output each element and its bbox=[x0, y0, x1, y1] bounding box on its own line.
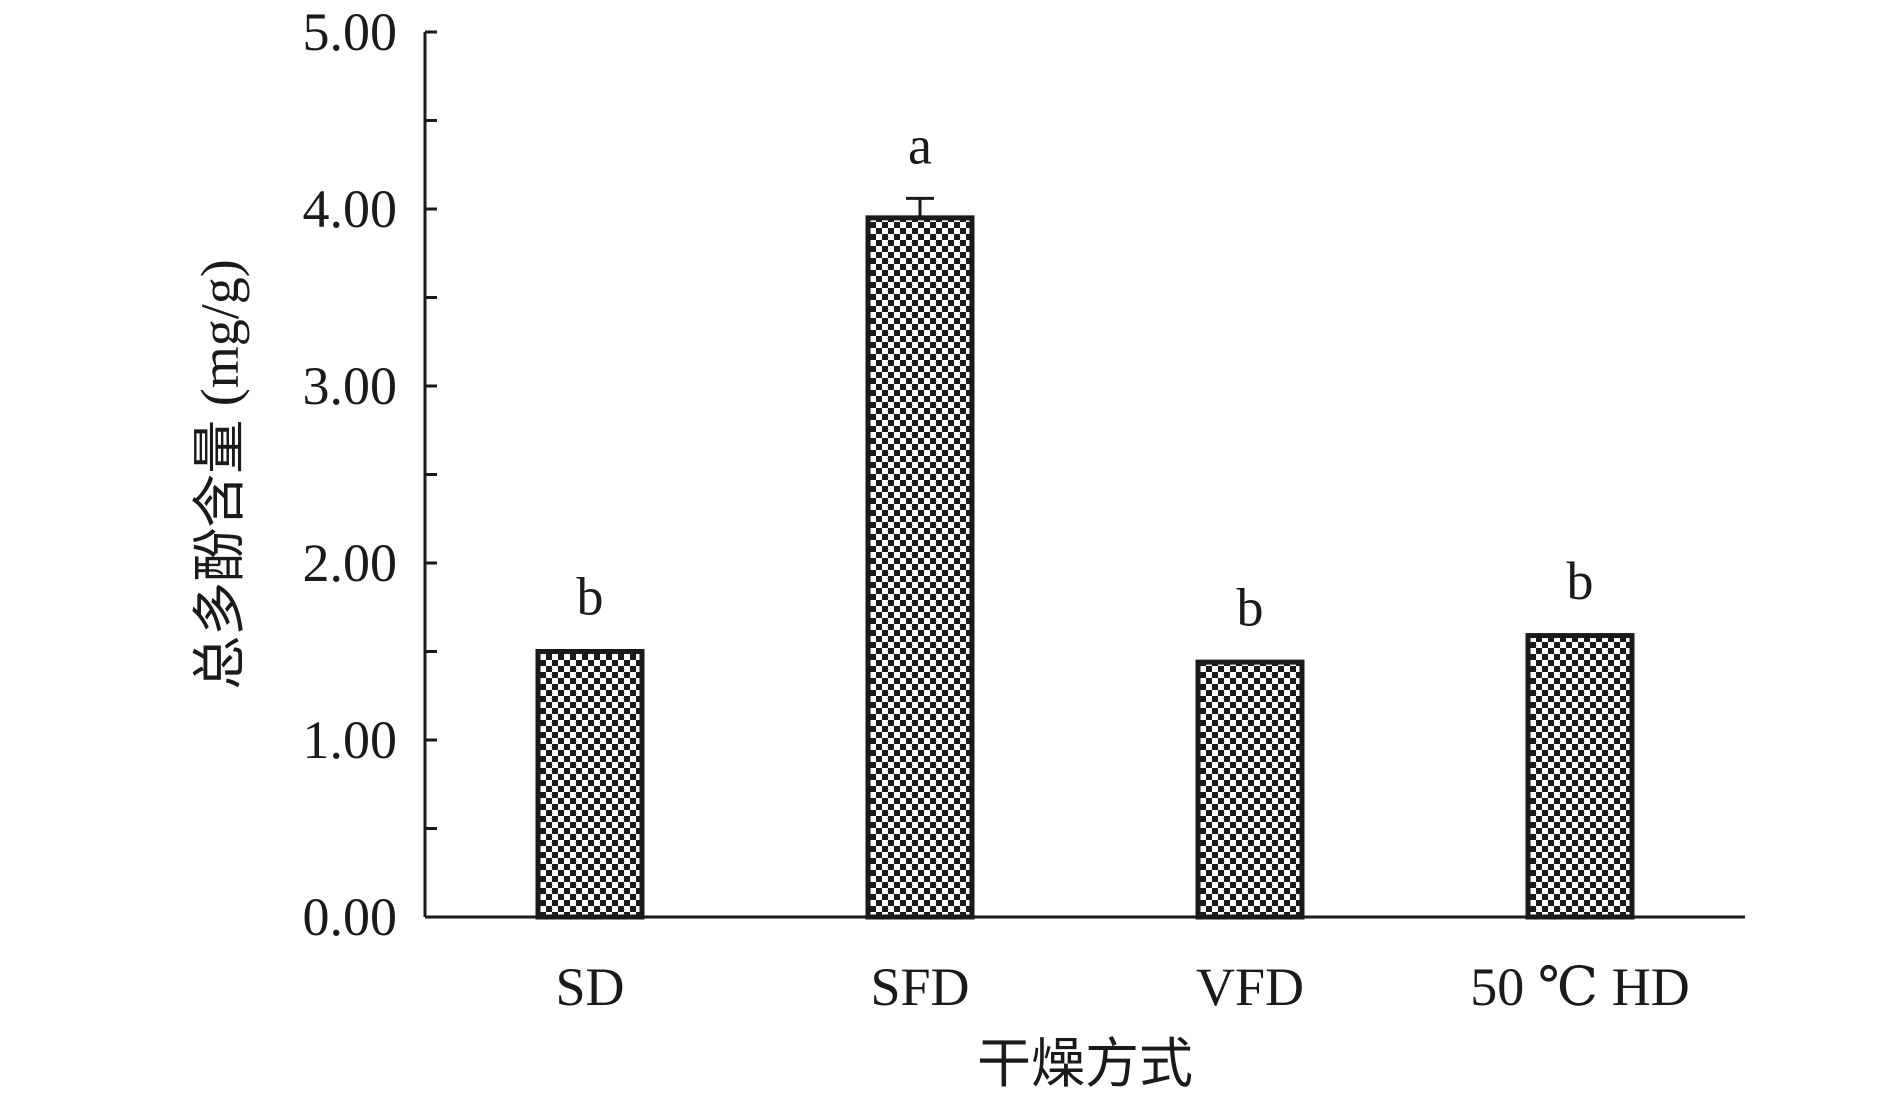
x-category-label: SD bbox=[555, 957, 624, 1017]
significance-letter: a bbox=[908, 115, 932, 175]
bar bbox=[1525, 633, 1635, 920]
y-tick-label: 4.00 bbox=[303, 179, 398, 239]
significance-letters: b a b b bbox=[577, 115, 1594, 637]
y-tick-label: 0.00 bbox=[303, 887, 398, 947]
significance-letter: b bbox=[577, 567, 604, 627]
x-axis-title: 干燥方式 bbox=[977, 1034, 1193, 1094]
bar bbox=[535, 649, 645, 920]
y-tick-label: 5.00 bbox=[303, 2, 398, 62]
bar bbox=[1195, 659, 1305, 920]
significance-letter: b bbox=[1567, 551, 1594, 611]
x-category-label: SFD bbox=[870, 957, 969, 1017]
x-category-label: 50 ℃ HD bbox=[1470, 957, 1689, 1017]
bar bbox=[865, 215, 975, 920]
y-axis-title: 总多酚含量 (mg/g) bbox=[190, 259, 250, 689]
bars-layer bbox=[535, 196, 1635, 920]
y-tick-label: 1.00 bbox=[303, 710, 398, 770]
y-tick-label: 3.00 bbox=[303, 356, 398, 416]
y-ticks: 0.00 1.00 2.00 3.00 4.00 5.00 bbox=[303, 2, 437, 947]
x-category-labels: SD SFD VFD 50 ℃ HD bbox=[555, 957, 1689, 1017]
significance-letter: b bbox=[1237, 577, 1264, 637]
y-tick-label: 2.00 bbox=[303, 533, 398, 593]
x-category-label: VFD bbox=[1196, 957, 1304, 1017]
